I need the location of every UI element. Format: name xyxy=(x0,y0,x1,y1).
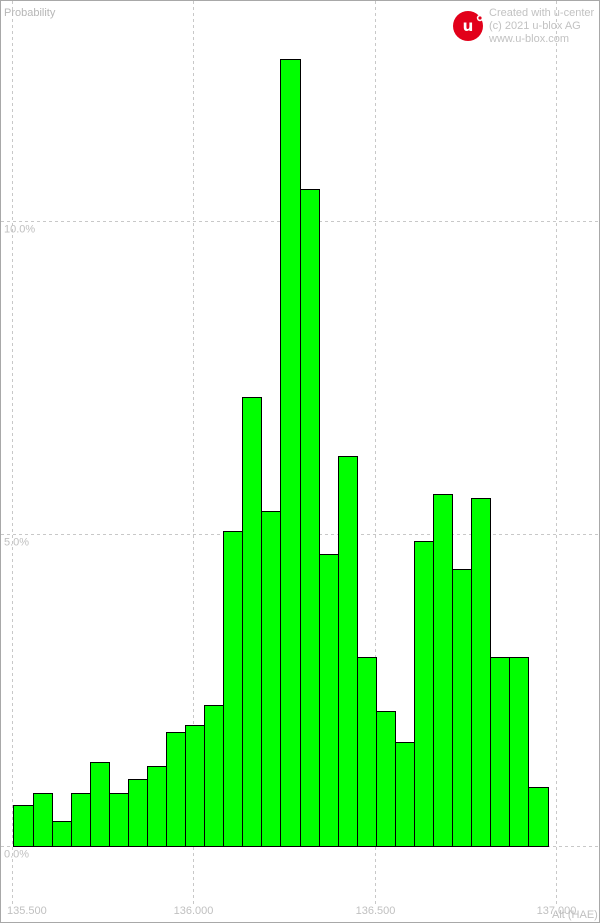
credit-line-3: www.u-blox.com xyxy=(488,33,569,45)
histogram-bar xyxy=(433,494,453,847)
histogram-bar xyxy=(147,766,167,847)
histogram-bar xyxy=(71,793,91,847)
histogram-bar xyxy=(166,732,186,847)
histogram-bar xyxy=(338,456,358,847)
histogram-bar xyxy=(509,657,529,847)
y-tick-label: 10.0% xyxy=(4,224,35,236)
credit-line-1: Created with u-center xyxy=(489,7,594,19)
y-tick-label: 5.0% xyxy=(4,537,29,549)
y-tick-label: 0.0% xyxy=(4,849,29,861)
x-tick-label: 137.000 xyxy=(537,905,577,917)
x-tick-label: 136.000 xyxy=(174,905,214,917)
histogram-bar xyxy=(33,793,53,847)
bars-layer xyxy=(13,59,549,847)
histogram-bar xyxy=(185,725,205,847)
histogram-bar xyxy=(90,762,110,847)
histogram-bar xyxy=(109,793,129,847)
histogram-bar xyxy=(204,705,224,847)
x-tick-label: 136.500 xyxy=(356,905,396,917)
histogram-bar xyxy=(452,569,472,847)
u-blox-logo-icon: u xyxy=(453,11,484,41)
histogram-bar xyxy=(376,711,396,847)
y-axis-title: Probability xyxy=(4,7,56,19)
histogram-bar xyxy=(13,805,34,847)
histogram-bar xyxy=(357,657,377,847)
histogram-bar xyxy=(280,59,301,847)
histogram-bar xyxy=(128,779,148,847)
histogram-bar xyxy=(395,742,415,847)
x-axis-title: Alt (HAE) xyxy=(552,909,598,921)
histogram-bar xyxy=(300,189,320,847)
histogram-bar xyxy=(52,821,72,847)
histogram-bar xyxy=(242,397,262,847)
histogram-bar xyxy=(319,554,339,847)
histogram-bar xyxy=(223,531,243,847)
logo-letter: u xyxy=(463,17,474,35)
x-tick-label: 135.500 xyxy=(7,905,47,917)
tick-labels-layer: 135.500 136.000 136.500 137.000 0.0% 5.0% 10.0… xyxy=(4,224,576,918)
histogram-bar xyxy=(471,498,491,847)
credit-line-2: (c) 2021 u-blox AG xyxy=(489,20,581,32)
histogram-bar xyxy=(490,657,510,847)
histogram-bar xyxy=(414,541,434,847)
histogram-bar xyxy=(528,787,549,847)
histogram-bar xyxy=(261,511,281,847)
